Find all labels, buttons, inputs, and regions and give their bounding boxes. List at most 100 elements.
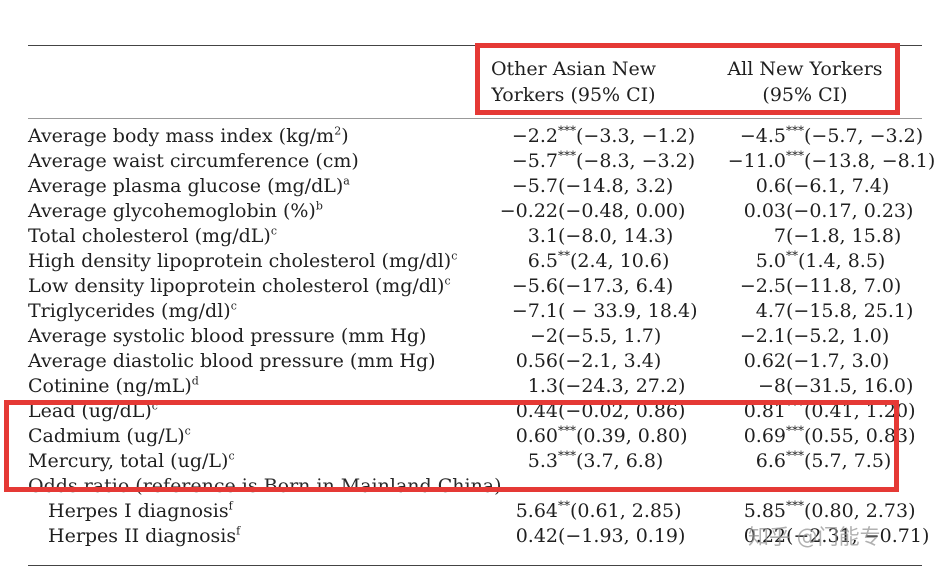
significance-stars: *** [558,123,576,138]
row-label: Herpes II diagnosisf [48,524,240,549]
estimate-value: 0.62 [743,350,786,372]
footnote-marker: d [191,374,199,388]
estimate-value: −5.6 [511,275,558,297]
confidence-interval: (−1.8, 15.8) [786,225,902,247]
estimate-value: 7 [773,225,786,247]
estimate-value: −2.2 [511,125,558,147]
row-label-tail: ) [341,125,349,147]
confidence-interval: (−24.3, 27.2) [558,375,686,397]
row-label-text: Herpes II diagnosis [48,525,237,547]
estimate-cell-c2: −4.5***(−5.7, −3.2) [690,124,923,149]
footnote-marker: c [444,274,451,288]
footnote-marker: c [270,224,277,238]
estimate-cell-c1: −2.2***(−3.3, −1.2) [470,124,695,149]
row-label: Total cholesterol (mg/dL)c [28,224,277,249]
estimate-value: 0.42 [515,525,558,547]
estimate-value: −2.5 [739,275,786,297]
table-row: Herpes II diagnosisf 0.42(−1.93, 0.19) 0.2… [28,524,929,549]
confidence-interval: (−17.3, 6.4) [558,275,674,297]
estimate-cell-c1: 5.3***(3.7, 6.8) [470,448,664,474]
row-label: Average body mass index (kg/m2) [28,124,349,149]
estimate-value: −2 [529,325,558,347]
estimate-value: −2.1 [739,325,786,347]
estimate-value: 0.56 [515,350,558,372]
estimate-cell-c2: 5.0**(1.4, 8.5) [690,248,886,274]
row-label: Herpes I diagnosisf [48,499,233,524]
row-label-text: Average systolic blood pressure (mm Hg) [28,325,427,347]
estimate-cell-c1: 5.64**(0.61, 2.85) [470,499,682,524]
column-header-line: (95% CI) [762,84,848,106]
estimate-value: 0.6 [755,175,786,197]
table-row: Average glycohemoglobin (%)b −0.22(−0.48,… [28,199,922,224]
estimate-value: 4.7 [755,300,786,322]
table-row: Total cholesterol (mg/dL)c 3.1(−8.0, 14.3… [28,224,922,249]
estimate-cell-c1: 0.42(−1.93, 0.19) [470,524,686,549]
row-label: Triglycerides (mg/dl)c [28,299,237,324]
row-label-text: Cadmium (ug/L) [28,425,185,447]
table-row: Triglycerides (mg/dl)c −7.1( − 33.9, 18.4… [28,299,922,324]
row-label-text: Average waist circumference (cm) [28,150,359,172]
estimate-value: −11.0 [727,150,786,172]
row-label: High density lipoprotein cholesterol (mg… [28,249,457,274]
significance-stars: *** [786,123,804,138]
column-header-line: Yorkers (95% CI) [491,84,656,106]
table-row: Mercury, total (ug/L)c 5.3***(3.7, 6.8) 6.… [28,449,922,474]
confidence-interval: (−5.5, 1.7) [558,325,662,347]
confidence-interval: (−1.7, 3.0) [786,350,890,372]
estimate-cell-c1: 3.1(−8.0, 14.3) [470,224,674,249]
table-row: Average diastolic blood pressure (mm Hg)… [28,349,922,374]
confidence-interval: (−11.8, 7.0) [786,275,902,297]
row-label: Average systolic blood pressure (mm Hg) [28,324,426,349]
confidence-interval: (0.41, 1.20) [804,400,916,422]
estimate-value: 0.22 [743,525,786,547]
significance-stars: ** [558,498,570,513]
column-header-all-new-yorkers: All New Yorkers (95% CI) [705,56,905,108]
confidence-interval: (−0.02, 0.86) [558,400,686,422]
significance-stars: ** [558,248,570,263]
row-label-text: Average body mass index (kg/m [28,125,335,147]
significance-stars: *** [558,423,576,438]
row-label-text: Average glycohemoglobin (%) [28,200,316,222]
watermark: 知乎 @门能专 [748,525,881,549]
table-row: Average plasma glucose (mg/dL)a −5.7(−14.… [28,174,922,199]
estimate-cell-c2: 0.69***(0.55, 0.83) [690,424,916,449]
footnote-marker: c [184,424,191,438]
estimate-cell-c2: 0.62(−1.7, 3.0) [690,349,890,374]
significance-stars: *** [786,448,804,463]
estimate-value: 3.1 [527,225,558,247]
significance-stars: *** [558,448,576,463]
estimate-cell-c1: −2(−5.5, 1.7) [470,324,661,349]
confidence-interval: (−5.7, −3.2) [804,125,924,147]
estimate-cell-c2: 0.6(−6.1, 7.4) [690,174,889,199]
significance-stars: ** [786,248,798,263]
footnote-marker: f [228,499,233,513]
table-row: Herpes I diagnosisf 5.64**(0.61, 2.85) 5.8… [28,499,922,524]
estimate-value: −4.5 [739,125,786,147]
table-row: Cadmium (ug/L)c 0.60***(0.39, 0.80) 0.69**… [28,424,922,449]
estimate-value: 6.6 [755,450,786,472]
estimate-value: 5.64 [515,500,558,522]
header-rule [28,118,922,119]
row-label: Cadmium (ug/L)c [28,424,191,449]
estimate-value: −5.7 [511,150,558,172]
confidence-interval: (0.39, 0.80) [576,425,688,447]
estimate-cell-c2: −2.5(−11.8, 7.0) [690,274,902,299]
footnote-marker: c [451,249,458,263]
confidence-interval: (−0.48, 0.00) [558,200,686,222]
footnote-marker: b [315,199,323,213]
row-label: Average glycohemoglobin (%)b [28,199,323,224]
highlight-box-column-headers [475,43,900,115]
estimate-value: 0.81 [743,400,786,422]
estimate-cell-c1: 0.60***(0.39, 0.80) [470,424,688,449]
estimate-cell-c1: 0.44(−0.02, 0.86) [470,399,686,424]
estimate-cell-c1: −0.22(−0.48, 0.00) [470,199,686,224]
estimate-cell-c1: −7.1( − 33.9, 18.4) [470,299,698,324]
estimate-value: −7.1 [511,300,558,322]
confidence-interval: (−0.17, 0.23) [786,200,914,222]
estimate-cell-c2: −2.1(−5.2, 1.0) [690,324,889,349]
confidence-interval: (−14.8, 3.2) [558,175,674,197]
confidence-interval: (−8.0, 14.3) [558,225,674,247]
confidence-interval: (0.61, 2.85) [570,500,682,522]
estimate-cell-c1: −5.7***(−8.3, −3.2) [470,149,695,174]
estimate-value: 0.03 [743,200,786,222]
